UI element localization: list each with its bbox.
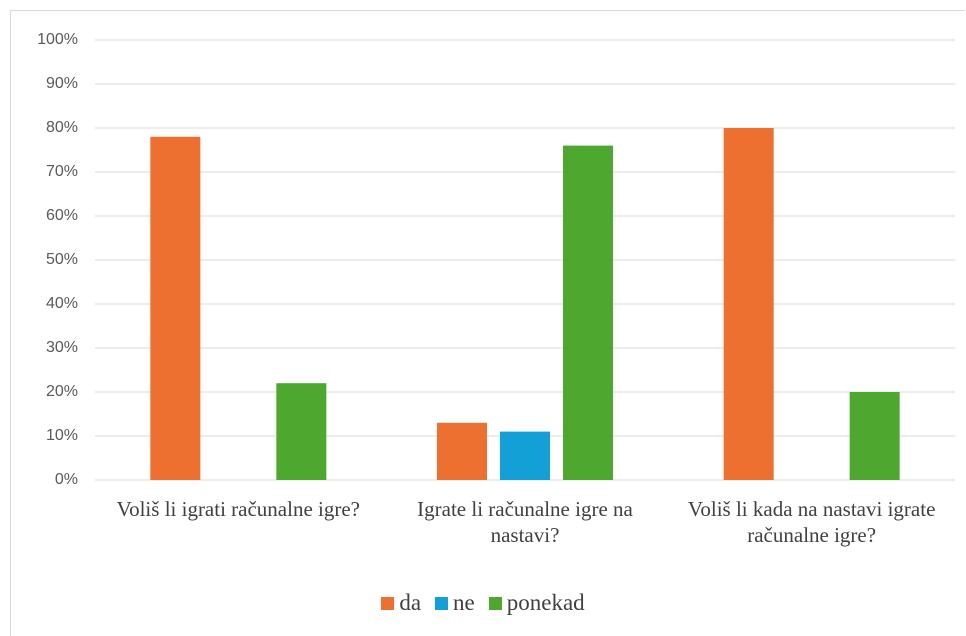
y-tick-label: 100% — [37, 31, 78, 48]
chart-frame — [10, 10, 965, 636]
legend-entry: da — [381, 590, 421, 616]
y-tick-label: 40% — [46, 295, 78, 312]
x-tick-label: Voliš li kada na nastavi igrate računaln… — [687, 497, 936, 547]
bar — [849, 392, 900, 480]
x-tick-label: Voliš li igrati računalne igre? — [116, 497, 361, 521]
legend-label: da — [399, 590, 422, 615]
legend-label: ne — [453, 590, 475, 615]
y-tick-label: 90% — [46, 75, 78, 92]
y-tick-label: 30% — [46, 339, 78, 356]
legend-swatch — [381, 596, 395, 610]
legend-swatch — [488, 596, 502, 610]
legend: da ne ponekad — [0, 590, 966, 616]
bar — [276, 383, 327, 480]
bar — [723, 128, 774, 480]
bar — [500, 431, 550, 480]
legend-entry: ne — [435, 590, 475, 616]
y-tick-label: 20% — [46, 383, 78, 400]
y-tick-label: 10% — [46, 427, 78, 444]
bar — [150, 136, 201, 481]
bar — [437, 422, 487, 480]
legend-entry: ponekad — [488, 590, 585, 616]
legend-swatch — [435, 596, 449, 610]
legend-label: ponekad — [506, 590, 585, 615]
y-tick-label: 50% — [46, 251, 78, 268]
y-tick-label: 80% — [46, 119, 78, 136]
x-tick-label: Igrate li računalne igre na nastavi? — [417, 497, 633, 547]
bar — [563, 145, 613, 480]
y-tick-label: 60% — [46, 207, 78, 224]
y-tick-label: 70% — [46, 163, 78, 180]
y-tick-label: 0% — [55, 471, 78, 488]
